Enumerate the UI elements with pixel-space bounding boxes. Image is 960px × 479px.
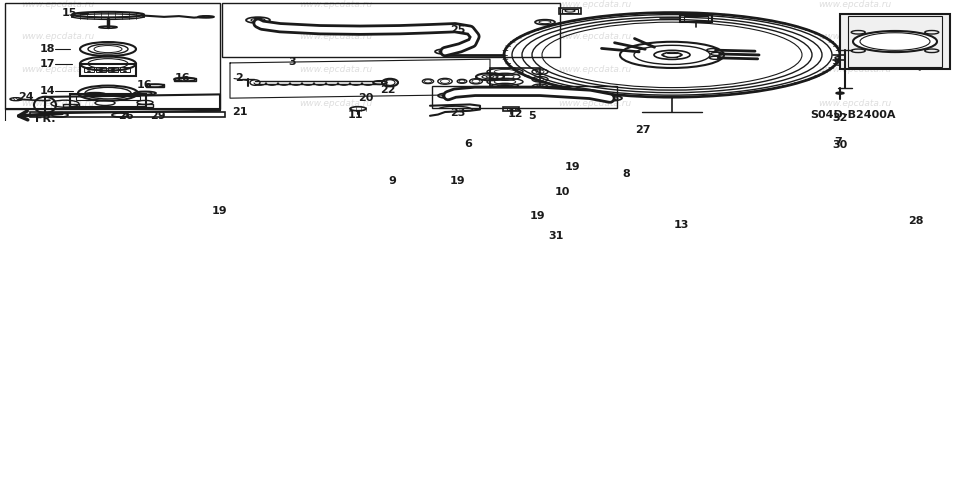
- Bar: [5, 3, 220, 109]
- Text: 23: 23: [450, 108, 466, 118]
- Bar: [120, 67, 130, 72]
- Bar: [63, 104, 79, 107]
- Bar: [680, 14, 712, 22]
- Text: www.epcdata.ru: www.epcdata.ru: [818, 32, 891, 41]
- Text: FR.: FR.: [35, 114, 56, 124]
- Bar: [222, 3, 560, 57]
- Text: 19: 19: [530, 211, 545, 221]
- Bar: [490, 68, 540, 91]
- Bar: [70, 94, 146, 107]
- Bar: [80, 64, 136, 76]
- Text: 10: 10: [555, 187, 570, 197]
- Text: 19: 19: [565, 162, 581, 172]
- Text: 31: 31: [548, 231, 564, 241]
- Text: 15: 15: [62, 8, 78, 18]
- Text: www.epcdata.ru: www.epcdata.ru: [818, 66, 891, 74]
- Text: 29: 29: [150, 111, 166, 121]
- Bar: [108, 67, 118, 72]
- Bar: [684, 16, 708, 21]
- Text: 17: 17: [40, 59, 56, 69]
- Text: 8: 8: [622, 169, 630, 179]
- Text: 19: 19: [212, 206, 228, 217]
- Bar: [146, 84, 164, 87]
- Text: 3: 3: [288, 57, 296, 68]
- Bar: [84, 67, 94, 72]
- Text: 21: 21: [232, 107, 248, 117]
- Text: 28: 28: [908, 216, 924, 226]
- Circle shape: [100, 71, 103, 72]
- Circle shape: [836, 92, 844, 94]
- Text: 20: 20: [358, 92, 373, 103]
- Text: 25: 25: [450, 25, 466, 34]
- Text: 11: 11: [348, 110, 364, 120]
- Circle shape: [853, 31, 937, 52]
- Bar: [30, 112, 225, 116]
- Text: www.epcdata.ru: www.epcdata.ru: [21, 0, 94, 9]
- Text: www.epcdata.ru: www.epcdata.ru: [21, 32, 94, 41]
- Bar: [76, 96, 140, 100]
- Text: 32: 32: [832, 113, 848, 123]
- Text: 6: 6: [464, 139, 472, 149]
- Text: www.epcdata.ru: www.epcdata.ru: [21, 99, 94, 108]
- Text: 9: 9: [388, 176, 396, 186]
- Circle shape: [111, 69, 114, 70]
- Text: www.epcdata.ru: www.epcdata.ru: [818, 0, 891, 9]
- Text: 18: 18: [40, 44, 56, 54]
- Text: www.epcdata.ru: www.epcdata.ru: [559, 66, 632, 74]
- Text: 19: 19: [450, 176, 466, 186]
- Text: 7: 7: [834, 137, 842, 147]
- Text: www.epcdata.ru: www.epcdata.ru: [818, 99, 891, 108]
- Text: www.epcdata.ru: www.epcdata.ru: [300, 32, 372, 41]
- Bar: [503, 107, 519, 111]
- Text: www.epcdata.ru: www.epcdata.ru: [559, 99, 632, 108]
- Circle shape: [87, 69, 90, 70]
- Circle shape: [87, 71, 90, 72]
- Bar: [137, 104, 153, 107]
- Text: 16: 16: [137, 80, 153, 90]
- Text: 13: 13: [674, 220, 689, 230]
- Text: 22: 22: [380, 85, 396, 95]
- Bar: [174, 78, 196, 81]
- Text: www.epcdata.ru: www.epcdata.ru: [559, 32, 632, 41]
- Text: www.epcdata.ru: www.epcdata.ru: [300, 0, 372, 9]
- Text: 27: 27: [635, 125, 651, 136]
- Text: 30: 30: [832, 140, 848, 150]
- Text: S04D-B2400A: S04D-B2400A: [810, 110, 896, 120]
- Text: 16: 16: [175, 72, 191, 82]
- Text: 5: 5: [528, 111, 536, 121]
- Circle shape: [100, 69, 103, 70]
- Text: www.epcdata.ru: www.epcdata.ru: [559, 0, 632, 9]
- Bar: [848, 16, 942, 67]
- Text: 26: 26: [118, 111, 133, 121]
- Circle shape: [124, 71, 127, 72]
- Bar: [840, 14, 950, 69]
- Bar: [507, 108, 515, 110]
- Text: www.epcdata.ru: www.epcdata.ru: [300, 99, 372, 108]
- Text: www.epcdata.ru: www.epcdata.ru: [300, 66, 372, 74]
- Text: 2: 2: [235, 73, 243, 83]
- Text: 12: 12: [508, 109, 523, 119]
- Bar: [559, 8, 581, 13]
- Bar: [432, 86, 617, 108]
- Bar: [562, 9, 578, 13]
- Bar: [96, 67, 106, 72]
- Text: 14: 14: [40, 86, 56, 96]
- Text: 24: 24: [18, 92, 34, 102]
- Text: www.epcdata.ru: www.epcdata.ru: [21, 66, 94, 74]
- Circle shape: [124, 69, 127, 70]
- Circle shape: [111, 71, 114, 72]
